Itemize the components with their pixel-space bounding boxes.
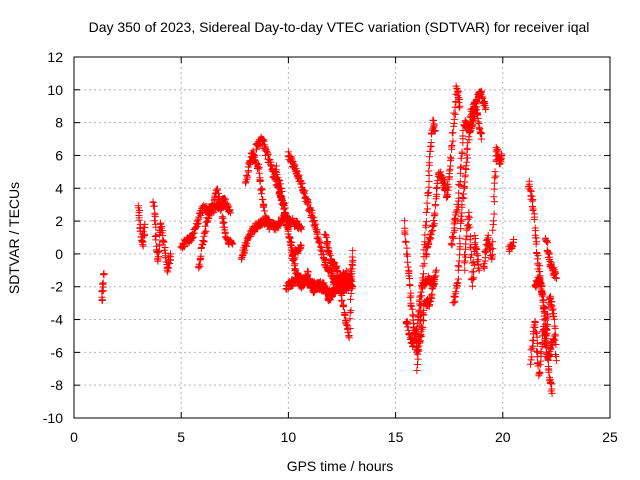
y-tick-label: -6 xyxy=(51,344,64,360)
axis-ticks xyxy=(73,56,611,419)
y-tick-label: 6 xyxy=(55,147,63,163)
x-tick-labels: 0 5 10 15 20 25 xyxy=(70,429,618,445)
y-tick-label: 4 xyxy=(55,180,63,196)
y-tick-label: 10 xyxy=(47,82,63,98)
sdtvar-point-markers xyxy=(98,82,560,397)
y-tick-label: 2 xyxy=(55,213,63,229)
x-tick-label: 0 xyxy=(70,429,78,445)
y-tick-label: 8 xyxy=(55,115,63,131)
x-axis-label: GPS time / hours xyxy=(287,458,394,474)
x-tick-label: 20 xyxy=(495,429,511,445)
x-tick-label: 5 xyxy=(177,429,185,445)
y-tick-labels: -10 -8 -6 -4 -2 0 2 4 6 8 10 12 xyxy=(43,49,63,426)
grid xyxy=(74,57,610,418)
x-tick-label: 15 xyxy=(388,429,404,445)
y-tick-label: -2 xyxy=(51,279,64,295)
x-tick-label: 25 xyxy=(602,429,618,445)
y-tick-label: 12 xyxy=(47,49,63,65)
y-axis-label: SDTVAR / TECUs xyxy=(6,182,22,294)
data-points xyxy=(98,82,560,397)
y-tick-label: -8 xyxy=(51,377,64,393)
y-tick-label: -4 xyxy=(51,312,64,328)
chart-title: Day 350 of 2023, Sidereal Day-to-day VTE… xyxy=(89,19,590,35)
x-tick-label: 10 xyxy=(281,429,297,445)
plot-frame xyxy=(73,56,611,419)
y-tick-label: 0 xyxy=(55,246,63,262)
y-tick-label: -10 xyxy=(43,410,63,426)
